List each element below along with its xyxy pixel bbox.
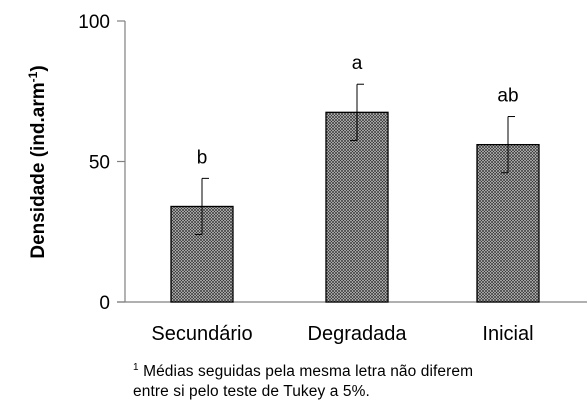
significance-label: ab	[497, 86, 518, 107]
x-tick-label: Inicial	[482, 323, 533, 345]
significance-label: a	[352, 53, 363, 74]
y-tick-label: 100	[78, 12, 110, 33]
x-tick-label: Secundário	[151, 323, 252, 345]
footnote-marker: 1	[133, 362, 139, 373]
footnote-line-2: entre si pelo teste de Tukey a 5%.	[133, 383, 370, 400]
significance-label: b	[197, 147, 208, 168]
x-tick-label: Degradada	[308, 323, 408, 345]
bars	[170, 83, 540, 303]
y-axis-label: Densidade (ind.arm-1)	[26, 65, 49, 258]
labels: b Secundário a Degradada ab Inicial	[151, 53, 533, 345]
footnote: 1 Médias seguidas pela mesma letra não d…	[133, 358, 587, 402]
footnote-text-1: Médias seguidas pela mesma letra não dif…	[138, 363, 474, 380]
y-tick-label: 50	[89, 153, 110, 174]
bar	[325, 111, 389, 303]
y-tick-label: 0	[99, 293, 110, 314]
footnote-line-1: 1 Médias seguidas pela mesma letra não d…	[133, 358, 587, 382]
